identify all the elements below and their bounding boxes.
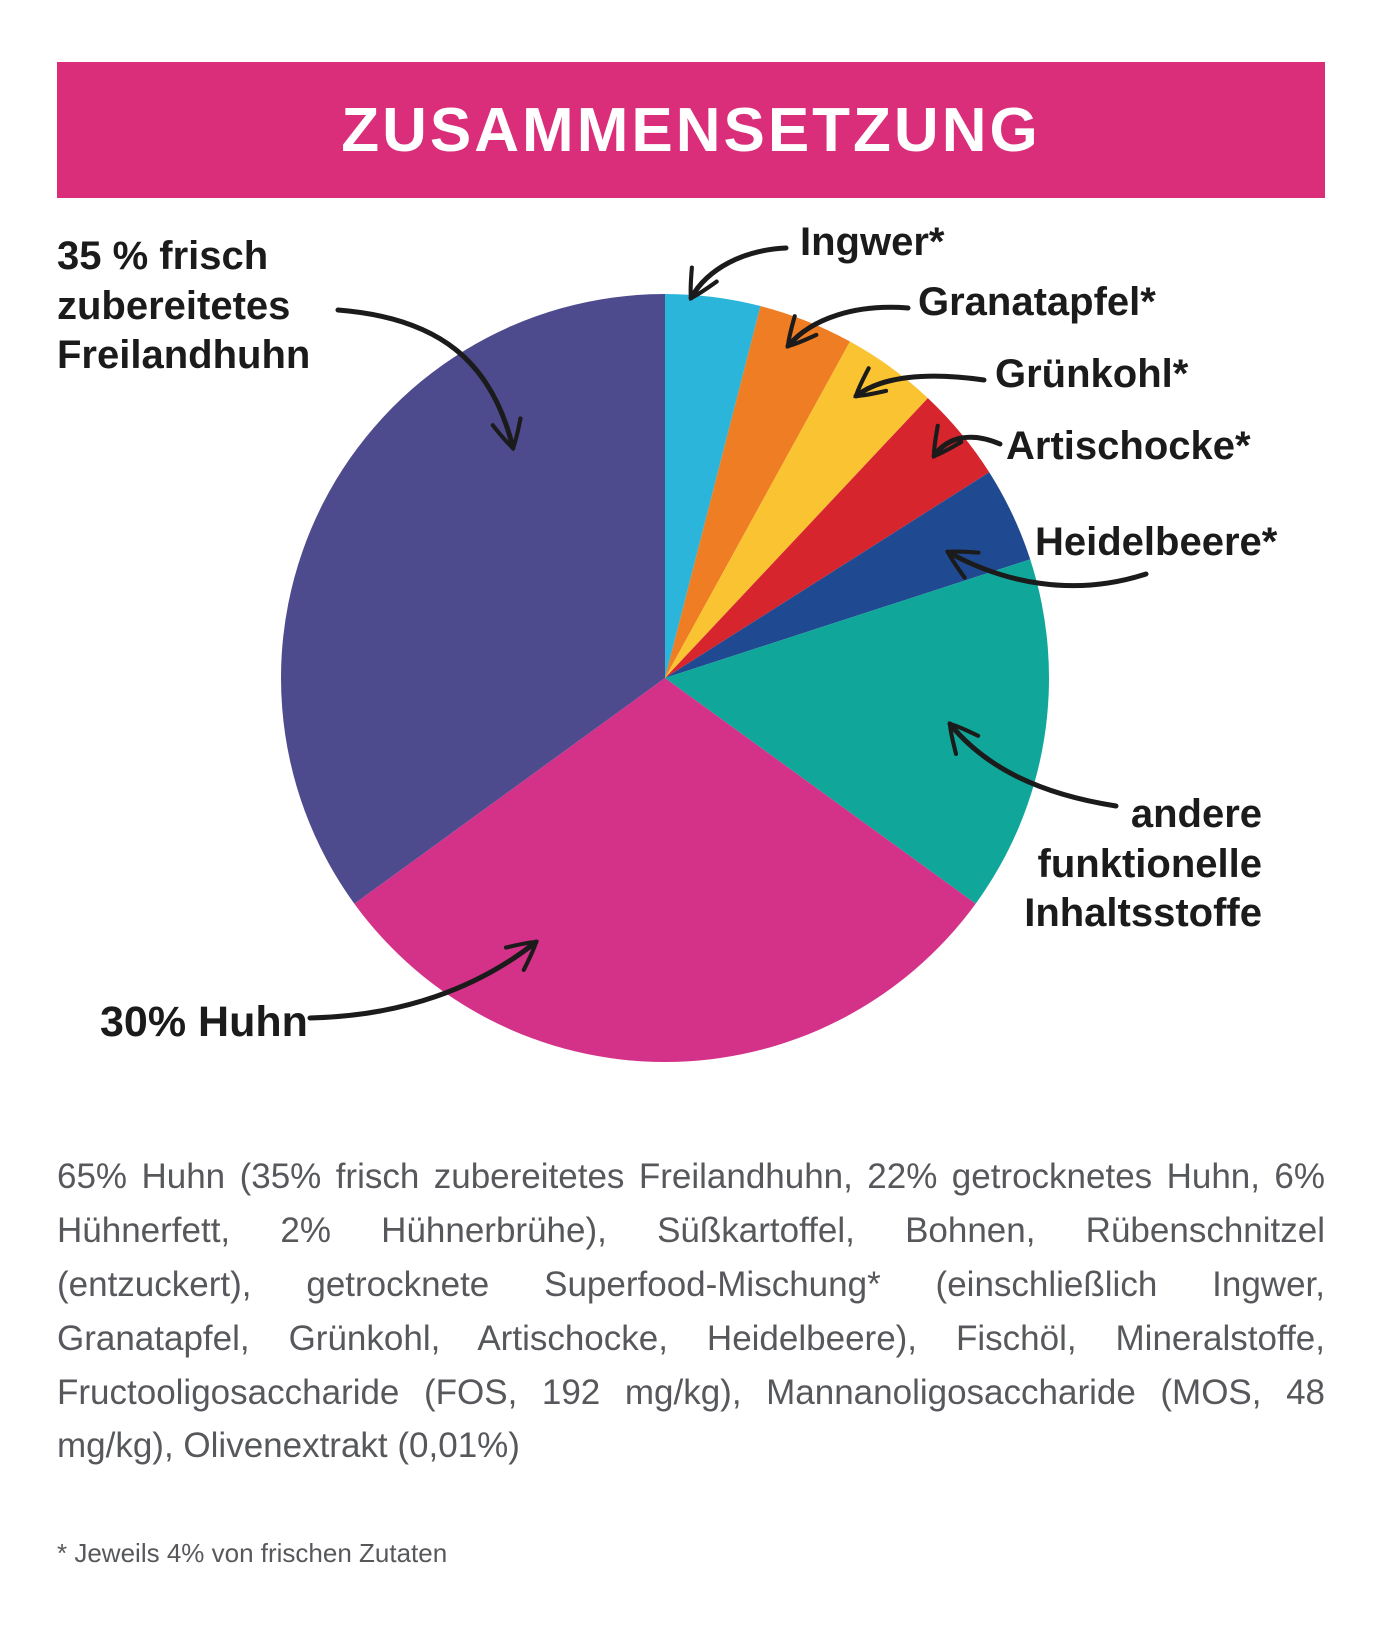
pie-slice-granatapfel: [665, 306, 850, 678]
pie-slice-gruenkohl: [665, 341, 928, 678]
pie-slice-artischocke: [665, 398, 990, 678]
label-artischocke: Artischocke*: [1006, 424, 1251, 468]
pie-chart: [281, 294, 1050, 1062]
label-heidelbeere: Heidelbeere*: [1035, 520, 1278, 564]
label-ingwer: Ingwer*: [800, 220, 945, 264]
label-freilandhuhn-35: 35 % frisch zubereitetes Freilandhuhn: [57, 234, 311, 378]
pie-slice-ingwer: [665, 294, 761, 678]
label-granatapfel: Granatapfel*: [918, 280, 1156, 324]
label-andere-funktionelle-inhaltsstoffe: andere funktionelle Inhaltsstoffe: [1024, 792, 1262, 936]
ingredients-paragraph: 65% Huhn (35% frisch zubereitetes Freila…: [57, 1157, 1325, 1466]
page-title: ZUSAMMENSETZUNG: [341, 95, 1041, 165]
footnote-fresh-ingredients: * Jeweils 4% von frischen Zutaten: [57, 1538, 448, 1568]
title-banner: ZUSAMMENSETZUNG: [57, 62, 1325, 198]
pie-slice-andere-funktionelle-inhaltsstoffe: [665, 559, 1050, 904]
label-gruenkohl: Grünkohl*: [995, 352, 1189, 396]
pie-slice-heidelbeere: [665, 472, 1031, 678]
label-huhn-30: 30% Huhn: [100, 998, 308, 1046]
arrow-to-ingwer-slice: [688, 245, 789, 301]
